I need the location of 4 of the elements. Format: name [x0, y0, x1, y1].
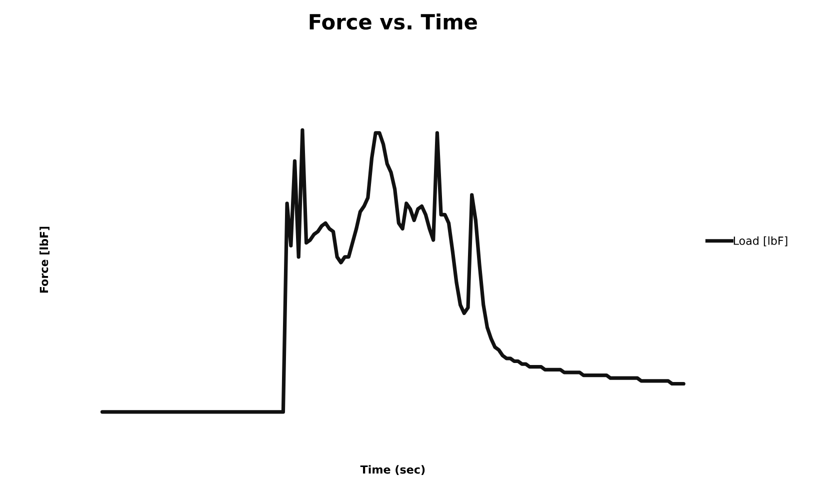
chart-title: Force vs. Time [310, 14, 477, 30]
x-axis-title: Time (sec) [360, 465, 425, 476]
y-axis-title: Force [lbF] [40, 226, 50, 293]
legend-label: Load [lbF] [734, 236, 788, 246]
